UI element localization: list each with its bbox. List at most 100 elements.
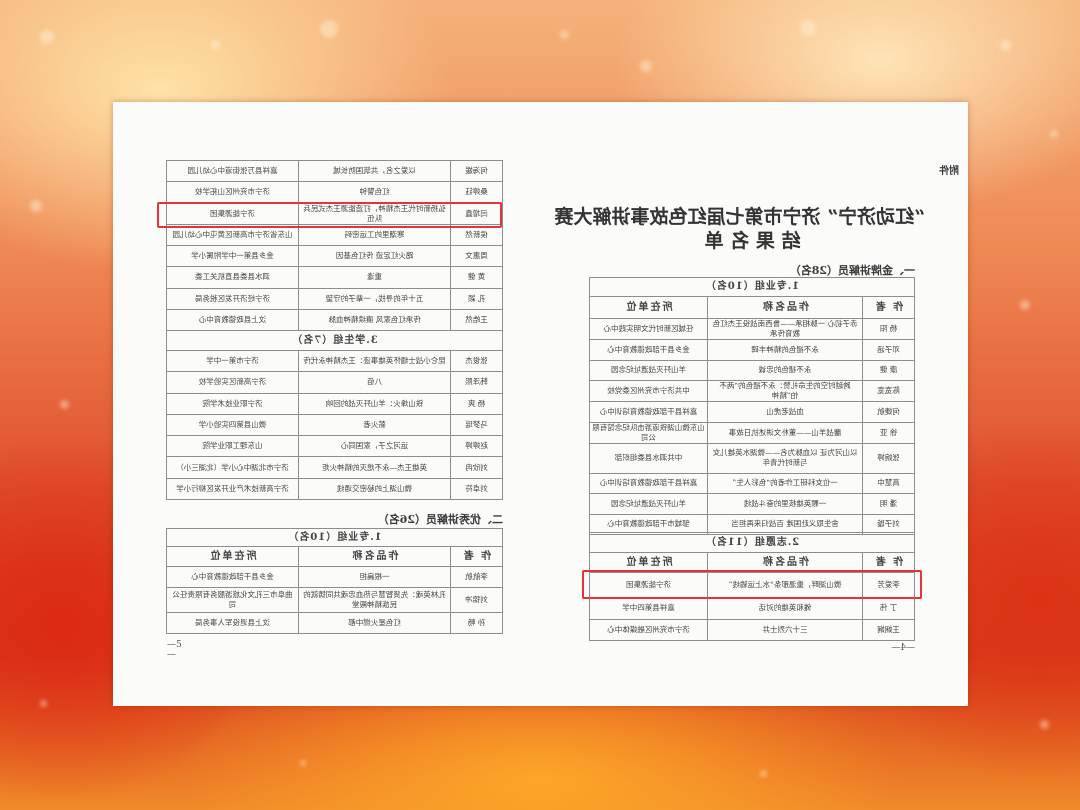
page-number: —5— (167, 640, 182, 660)
author-cell: 何婕航 (862, 401, 915, 422)
work-title-cell: 英雄王杰—永不熄灭的精神火炬 (298, 456, 451, 479)
unit-cell: 金乡县第一中学附属小学 (166, 245, 299, 267)
column-header-row: 作 者作品名称 所在单位 (166, 546, 503, 567)
column-header-author: 作 者 (450, 546, 503, 567)
author-cell: 孔 颖 (450, 288, 503, 310)
unit-cell: 曲阜市三孔文化旅游服务有限责任公司 (166, 587, 299, 613)
group-title: 3.学生组（7名） (166, 330, 503, 351)
group-header: 1.专业组（10名） (166, 528, 503, 547)
unit-cell: 中共济宁市兖州区委党校 (589, 380, 708, 402)
unit-cell: 汶上县退役军人事务局 (166, 612, 299, 634)
unit-cell: 任城区新时代文明实践中心 (589, 318, 708, 340)
group-header: 2.志愿组（11名） (589, 532, 915, 553)
group-title: 2.志愿组（11名） (589, 532, 915, 553)
unit-cell: 济宁市北湖中心小学（北湖三小） (166, 456, 299, 479)
author-cell: 李航航 (450, 566, 503, 588)
section-heading-gold: 一、金牌讲解员（28名） (789, 264, 915, 277)
work-title-cell: 孔林英魂：先贤智慧与热血忠魂共同铸就的民族精神殿堂 (298, 587, 451, 613)
unit-cell: 山东微山湖铁道游击队纪念馆有限公司 (589, 422, 708, 443)
unit-cell: 嘉祥县干部政德教育培训中心 (589, 473, 708, 494)
bokeh-light (40, 30, 54, 44)
work-title-cell: 一颗英雄核里的奋斗战线 (707, 493, 863, 514)
unit-cell: 济宁职业技术学院 (166, 393, 299, 415)
work-title-cell: 红色星火燃中都 (298, 612, 451, 634)
highlight-box (157, 202, 502, 228)
table-row: 邓子涵 永不褪色的精神丰碑 金乡县干部政德教育中心 (589, 339, 915, 360)
table-row: 孙 畅红色星火燃中都 汶上县退役军人事务局 (166, 612, 503, 634)
author-cell: 杨 阳 (862, 318, 915, 340)
work-title-cell: 一根扁担 (298, 566, 451, 588)
table-row: 高慧中 一位女科研工作者的“色彩人生” 嘉祥县干部政德教育培训中心 (589, 473, 915, 494)
work-title-cell: 以爱之名，共筑国防长城 (298, 160, 451, 182)
work-title-cell: 傩和英雄的对话 (707, 597, 863, 619)
work-title-cell: 运河之子，家国同心 (298, 435, 451, 457)
work-title-cell: 红色警钟 (298, 181, 451, 203)
table-row: 李航航 一根扁担 金乡县干部政德教育中心 (166, 566, 503, 588)
author-cell: 张婉婷 (862, 443, 915, 473)
table-excellent-professional: 1.专业组（10名）作 者作品名称 所在单位 李航航 一根扁担 金乡县干部政德教育中心刘… (166, 528, 503, 634)
table-row: 马梦瑶 薪火者 微山县第四实验小学 (166, 414, 503, 436)
unit-cell: 济宁高新区实验学校 (166, 371, 299, 394)
bokeh-light (210, 40, 220, 50)
unit-cell: 济宁市第一中学 (166, 350, 299, 372)
table-row: 徐 亚鏖战羊山——董朴文讲述抗日故事 山东微山湖铁道游击队纪念馆有限公司 (589, 422, 915, 443)
unit-cell: 济宁经济开发区税务局 (166, 288, 299, 310)
author-cell: 刘欣冉 (450, 456, 503, 479)
table-row: 刘锦冲 孔林英魂：先贤智慧与热血忠魂共同铸就的民族精神殿堂 曲阜市三孔文化旅游服务有… (166, 587, 503, 613)
bokeh-light (1050, 130, 1058, 138)
column-header-unit: 所在单位 (589, 296, 708, 319)
work-title-cell: 铁山烽火：羊山歼灭战的回响 (298, 393, 451, 415)
author-cell: 徐 亚 (862, 422, 915, 443)
table-row: 刘卓符 微山湖上的秘密交通线 济宁高新技术产业开发区柳行小学 (166, 478, 503, 500)
bokeh-light (760, 770, 767, 777)
unit-cell: 济宁市兖州区山拓学校 (166, 181, 299, 203)
bokeh-light (30, 200, 42, 212)
table-row: 丁 伟傩和英雄的对话 嘉祥县第四中学 (589, 597, 915, 619)
work-title-cell: 微山湖上的秘密交通线 (298, 478, 451, 500)
author-cell: 潘 明 (862, 493, 915, 514)
unit-cell: 微山县第四实验小学 (166, 414, 299, 436)
page-number: —4— (891, 643, 915, 653)
author-cell: 黄 健 (450, 266, 503, 288)
page-5: 何海媛 以爱之名，共筑国防长城 嘉祥县万张街道中心幼儿园 桑婷钰 红色警钟 济宁市兖州区山… (166, 160, 503, 660)
table-row: 杨 阳赤子初心 一脉相承——鲁西南战役王杰红色教育传承 任城区新时代文明实践中心 (589, 318, 915, 340)
unit-cell: 金乡县干部政德教育中心 (589, 339, 708, 360)
group-header: 1.专业组（10名） (589, 277, 915, 297)
work-title-cell: 永不褪色的精神丰碑 (707, 339, 863, 360)
work-title-cell: 昆仑小战士缅怀英雄事迹：王杰精神永代传 (298, 350, 451, 372)
table-row: 杨 爽铁山烽火：羊山歼灭战的回响 济宁职业技术学院 (166, 393, 503, 415)
author-cell: 马梦瑶 (450, 414, 503, 436)
table-row: 周惠文 踏火红足迹 传红色基因 金乡县第一中学附属小学 (166, 245, 503, 267)
author-cell: 丁 伟 (862, 597, 915, 619)
column-header-author: 作 者 (862, 296, 915, 319)
table-row: 陈宽宽 跨越时空的生命礼赞：永不褪色的“两不怕”精神 中共济宁市兖州区委党校 (589, 380, 915, 402)
author-cell: 邓子涵 (862, 339, 915, 360)
column-header-row: 作 者作品名称 所在单位 (589, 296, 915, 319)
bokeh-light (320, 20, 338, 38)
author-cell: 刘卓符 (450, 478, 503, 500)
bokeh-light (1000, 40, 1011, 51)
author-cell: 孙 畅 (450, 612, 503, 634)
unit-cell: 嘉祥县万张街道中心幼儿园 (166, 160, 299, 182)
table-row: 潘 明一颗英雄核里的奋斗战线 羊山歼灭战遗址纪念园 (589, 493, 915, 514)
table-continued: 何海媛 以爱之名，共筑国防长城 嘉祥县万张街道中心幼儿园 桑婷钰 红色警钟 济宁市兖州区山… (166, 160, 503, 331)
unit-cell: 嘉祥县干部政德教育培训中心 (589, 401, 708, 422)
work-title-cell: 以山河为证 以血脉为名——微湖水英雄儿女与新时代青年 (707, 443, 863, 473)
author-cell: 高慧中 (862, 473, 915, 494)
work-title-cell: 血战老虎山 (707, 401, 863, 422)
author-cell: 王娴娴 (862, 619, 915, 641)
column-header-work: 作品名称 (707, 296, 863, 319)
bokeh-light (300, 760, 306, 766)
table-row: 桑婷钰 红色警钟 济宁市兖州区山拓学校 (166, 181, 503, 203)
bokeh-light (800, 20, 816, 36)
table-row: 黄 健重逢 泗水县委县直机关工委 (166, 266, 503, 288)
work-title-cell: 一位女科研工作者的“色彩人生” (707, 473, 863, 494)
table-row: 何婕航 血战老虎山 嘉祥县干部政德教育培训中心 (589, 401, 915, 422)
document-title: “红动济宁” 济宁市第七届红色故事讲解大赛 (554, 206, 925, 228)
table-student-group: 3.学生组（7名） 张俊杰 昆仑小战士缅怀英雄事迹：王杰精神永代传 济宁市第一中学 韩泽… (166, 330, 503, 500)
work-title-cell: 三十六烈士井 (707, 619, 863, 641)
document-subtitle: 结 果 名 单 (704, 230, 801, 252)
bokeh-light (1040, 720, 1049, 729)
table-row: 刘欣冉 英雄王杰—永不熄灭的精神火炬 济宁市北湖中心小学（北湖三小） (166, 456, 503, 479)
unit-cell: 羊山歼灭战遗址纪念园 (589, 360, 708, 381)
